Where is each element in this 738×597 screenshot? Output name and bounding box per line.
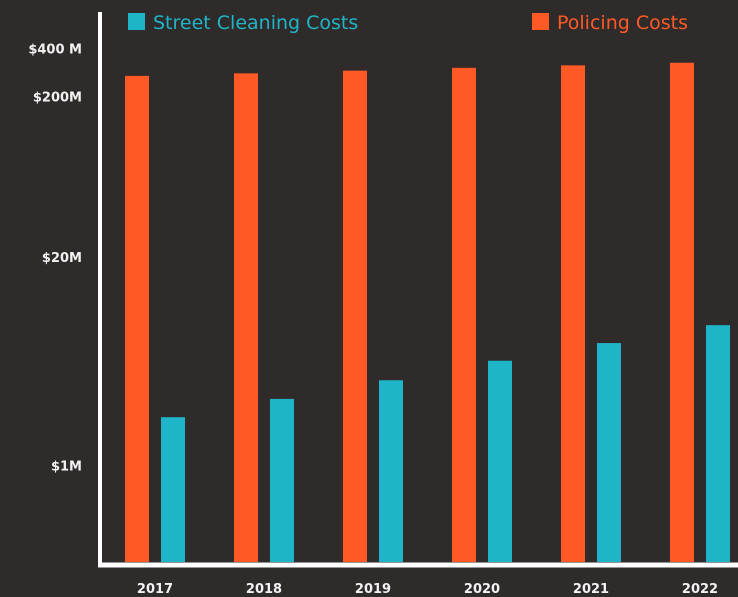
bar-policing-2019 xyxy=(343,70,367,563)
bar-street-cleaning-2017 xyxy=(161,417,185,562)
y-tick-labels: $1M $20M $200M $400 M xyxy=(28,42,82,474)
bar-street-cleaning-2020 xyxy=(488,360,512,562)
y-tick-label: $20M xyxy=(42,251,82,266)
bars xyxy=(125,62,730,563)
x-tick-label: 2018 xyxy=(246,582,282,597)
bar-street-cleaning-2018 xyxy=(270,398,294,562)
x-tick-label: 2022 xyxy=(682,582,718,597)
bar-policing-2018 xyxy=(234,73,258,563)
legend-swatch xyxy=(532,13,549,30)
bar-policing-2022 xyxy=(670,62,694,563)
legend-label: Street Cleaning Costs xyxy=(153,12,358,34)
legend-label: Policing Costs xyxy=(557,12,688,34)
axes xyxy=(98,12,738,568)
bar-street-cleaning-2019 xyxy=(379,380,403,562)
x-tick-label: 2021 xyxy=(573,582,609,597)
x-tick-label: 2019 xyxy=(355,582,391,597)
legend-swatch xyxy=(128,13,145,30)
y-tick-label: $1M xyxy=(51,459,82,474)
x-tick-labels: 2017 2018 2019 2020 2021 2022 xyxy=(137,582,718,597)
legend: Street Cleaning Costs Policing Costs xyxy=(128,12,688,34)
x-tick-label: 2020 xyxy=(464,582,500,597)
x-tick-label: 2017 xyxy=(137,582,173,597)
bar-policing-2021 xyxy=(561,65,585,562)
bar-policing-2020 xyxy=(452,67,476,562)
y-tick-label: $200M xyxy=(33,91,82,106)
bar-policing-2017 xyxy=(125,75,149,563)
bar-street-cleaning-2022 xyxy=(706,325,730,562)
y-tick-label: $400 M xyxy=(28,42,82,57)
bar-street-cleaning-2021 xyxy=(597,343,621,562)
